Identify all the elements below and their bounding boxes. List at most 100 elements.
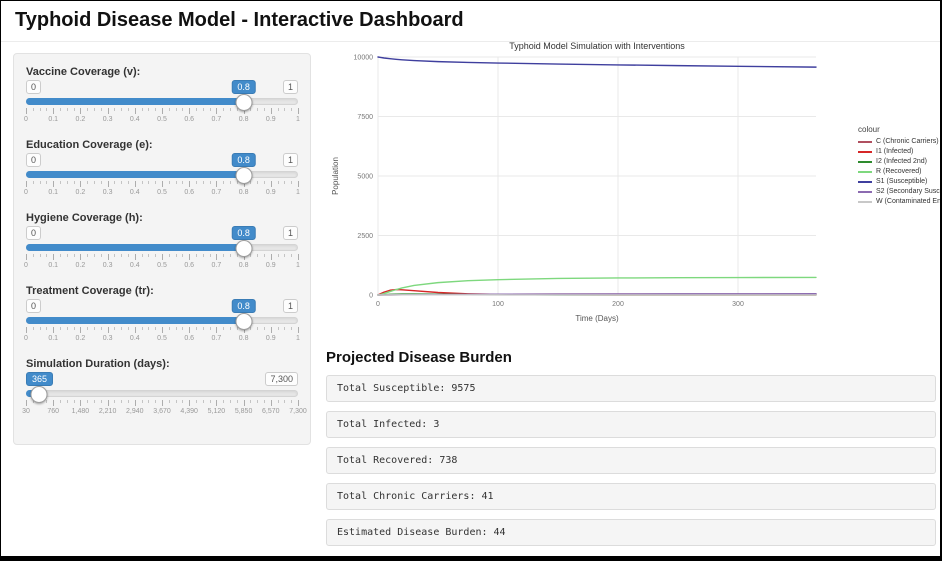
slider-tick-label: 0.7 <box>211 335 222 342</box>
slider-tick <box>60 400 61 403</box>
slider-tick <box>26 181 27 187</box>
slider-tick-label: 0.5 <box>157 116 167 123</box>
slider-tick-label: 0.1 <box>48 189 59 196</box>
slider-tick <box>216 254 218 260</box>
slider-tick <box>257 254 259 257</box>
slider-tick <box>121 327 123 330</box>
slider-tick <box>121 400 123 403</box>
slider-tick <box>94 400 95 403</box>
burden-item-estimated-disease-burden: Estimated Disease Burden: 44 <box>326 519 936 546</box>
slider-tick <box>298 254 299 260</box>
slider-handle[interactable] <box>235 239 253 257</box>
slider-tick-label: 5,850 <box>234 408 253 415</box>
slider-tick <box>100 254 102 257</box>
slider-tick <box>291 108 293 111</box>
slider-tick <box>128 254 129 257</box>
slider-track[interactable] <box>26 390 298 397</box>
legend-entry: R (Recovered) <box>858 168 940 175</box>
slider-tick <box>223 181 225 184</box>
legend-swatch <box>858 160 872 163</box>
slider-handle[interactable] <box>235 166 253 184</box>
slider-min-label: 0 <box>26 80 42 94</box>
slider-grid: 30 760 1,480 2,210 2,940 3,670 4,390 5,120 5,850… <box>22 400 307 420</box>
slider-tick <box>162 108 163 114</box>
slider-tick <box>134 254 136 260</box>
slider-tick <box>114 181 116 184</box>
legend-entries: C (Chronic Carriers) I1 (Infected) I2 (Inf… <box>858 138 940 205</box>
chart-legend: colour C (Chronic Carriers) I1 (Infected)… <box>858 125 940 208</box>
svg-text:200: 200 <box>612 301 624 308</box>
slider-tick <box>66 181 68 184</box>
slider-tick <box>216 327 218 333</box>
slider-tick <box>202 181 204 184</box>
slider-tick-label: 4,390 <box>180 408 198 415</box>
slider-tick <box>60 327 61 330</box>
slider-tick <box>243 327 245 333</box>
slider-tick <box>155 327 157 330</box>
slider-max-label: 7,300 <box>265 372 298 386</box>
slider-tick <box>257 400 259 403</box>
slider-tick <box>155 254 157 257</box>
slider-tick-label: 0.2 <box>75 335 86 342</box>
slider-tick <box>209 254 211 257</box>
slider-track-area[interactable]: 0 1 0.8 0 0.1 0.2 0.3 0.4 0.5 0.6 0.7 0.8 0.9 1 <box>24 153 300 203</box>
slider-tick-label: 0.7 <box>211 262 222 269</box>
slider-track-area[interactable]: 0 1 0.8 0 0.1 0.2 0.3 0.4 0.5 0.6 0.7 0.8 0.9 1 <box>24 80 300 130</box>
slider-tick-label: 0.5 <box>157 189 167 196</box>
slider-tick-label: 0.5 <box>157 262 167 269</box>
slider-tick <box>39 327 41 330</box>
slider-track-area[interactable]: 0 1 0.8 0 0.1 0.2 0.3 0.4 0.5 0.6 0.7 0.8 0.9 1 <box>24 299 300 349</box>
slider-fill <box>26 244 244 251</box>
slider-vaccine-coverage: Vaccine Coverage (v): 0 1 0.8 0 0.1 0.2 0.3… <box>24 66 300 130</box>
slider-track-area[interactable]: 30 7,300 365 30 760 1,480 2,210 2,940 3,670 4,… <box>22 372 307 422</box>
slider-tick <box>291 181 293 184</box>
slider-tick <box>277 254 279 257</box>
slider-handle[interactable] <box>30 385 47 403</box>
slider-tick <box>141 108 143 111</box>
slider-tick <box>134 108 136 114</box>
slider-tick-label: 0.8 <box>238 189 249 196</box>
slider-tick <box>128 108 129 111</box>
slider-tick <box>264 254 265 257</box>
slider-tick <box>46 327 48 330</box>
slider-tick-label: 1 <box>296 335 300 342</box>
slider-value-badge: 0.8 <box>231 299 256 313</box>
slider-tick <box>257 327 259 330</box>
slider-tick <box>270 108 272 114</box>
burden-heading: Projected Disease Burden <box>326 349 512 366</box>
slider-tick <box>87 254 89 257</box>
slider-tick <box>196 327 197 330</box>
slider-handle[interactable] <box>235 312 253 330</box>
slider-tick <box>73 181 75 184</box>
slider-tick <box>277 181 279 184</box>
slider-tick <box>107 254 109 260</box>
slider-tick <box>223 254 225 257</box>
slider-tick <box>128 400 129 403</box>
sidebar-panel: Vaccine Coverage (v): 0 1 0.8 0 0.1 0.2 0.3… <box>13 53 311 445</box>
legend-swatch <box>858 170 872 173</box>
slider-tick-label: 0.4 <box>129 116 140 123</box>
slider-tick <box>270 254 272 260</box>
slider-tick <box>141 400 143 403</box>
slider-tick <box>168 327 170 330</box>
slider-tick <box>277 327 279 330</box>
slider-tick <box>66 108 68 111</box>
slider-tick <box>162 254 163 260</box>
slider-tick <box>202 254 204 257</box>
slider-tick-label: 6,570 <box>262 408 280 415</box>
slider-tick-label: 2,940 <box>126 408 144 415</box>
slider-tick-label: 0.6 <box>184 116 195 123</box>
slider-tick-label: 30 <box>22 408 30 415</box>
slider-tick <box>107 327 109 333</box>
slider-tick <box>284 181 286 184</box>
slider-tick <box>53 108 55 114</box>
slider-tick-label: 760 <box>47 408 60 415</box>
slider-tick <box>107 181 109 187</box>
slider-tick <box>223 327 225 330</box>
slider-handle[interactable] <box>235 93 253 111</box>
slider-track-area[interactable]: 0 1 0.8 0 0.1 0.2 0.3 0.4 0.5 0.6 0.7 0.8 0.9 1 <box>24 226 300 276</box>
slider-tick <box>243 400 245 406</box>
slider-tick <box>236 254 238 257</box>
slider-tick <box>298 327 299 333</box>
slider-tick <box>60 108 61 111</box>
